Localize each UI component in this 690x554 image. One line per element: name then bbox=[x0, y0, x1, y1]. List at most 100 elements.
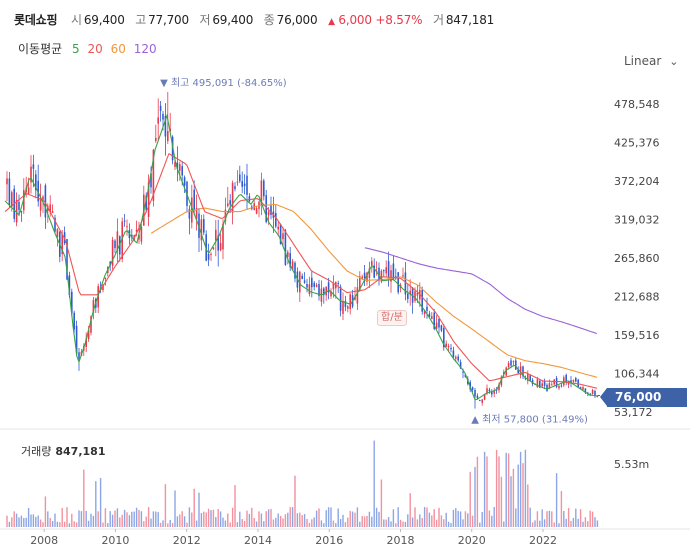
candle-body bbox=[6, 178, 8, 184]
candle-body bbox=[126, 226, 128, 227]
candle-body bbox=[203, 219, 205, 233]
volume-bar bbox=[498, 456, 499, 527]
candle-body bbox=[457, 357, 459, 361]
volume-bar bbox=[582, 522, 583, 527]
candle-body bbox=[275, 213, 277, 227]
volume-bar bbox=[383, 519, 384, 527]
candle-body bbox=[181, 166, 183, 175]
volume-bar bbox=[347, 518, 348, 527]
volume-bar bbox=[273, 520, 274, 527]
candle-body bbox=[385, 267, 387, 273]
volume-bar bbox=[54, 514, 55, 527]
volume-bar bbox=[191, 512, 192, 527]
candle-body bbox=[179, 164, 181, 171]
candle-body bbox=[268, 212, 270, 215]
candle-body bbox=[208, 254, 210, 260]
volume-bar bbox=[162, 520, 163, 527]
volume-bar bbox=[93, 516, 94, 527]
volume-bar bbox=[587, 521, 588, 527]
volume-bar bbox=[402, 522, 403, 527]
candles bbox=[6, 92, 598, 409]
volume-bar bbox=[174, 490, 175, 527]
volume-bar bbox=[486, 456, 487, 527]
candle-body bbox=[239, 174, 241, 181]
volume-bar bbox=[393, 509, 394, 527]
volume-bar bbox=[323, 523, 324, 527]
volume-bar bbox=[203, 512, 204, 527]
volume-bar bbox=[299, 513, 300, 527]
candle-body bbox=[453, 350, 455, 357]
y-axis-ticks: 478,548425,376372,204319,032265,860212,6… bbox=[614, 98, 660, 419]
candle-body bbox=[16, 200, 18, 223]
volume-bar bbox=[455, 508, 456, 527]
candle-body bbox=[237, 182, 239, 183]
x-tick-label: 2020 bbox=[458, 534, 486, 547]
volume-bar bbox=[321, 520, 322, 527]
candle-body bbox=[227, 204, 229, 207]
volume-bar bbox=[395, 523, 396, 527]
volume-bar bbox=[213, 510, 214, 527]
y-tick-label: 106,344 bbox=[614, 368, 660, 381]
candle-body bbox=[448, 346, 450, 347]
volume-bar bbox=[453, 510, 454, 527]
volume-bar bbox=[6, 516, 7, 527]
volume-bar bbox=[532, 522, 533, 527]
volume-bar bbox=[314, 517, 315, 527]
volume-bar bbox=[510, 476, 511, 527]
volume-bar bbox=[482, 512, 483, 527]
stock-chart[interactable]: ▼ 최고 495,091 (-84.65%)▲ 최저 57,800 (31.49… bbox=[0, 0, 690, 554]
ma-20-line bbox=[5, 154, 597, 389]
volume-bar bbox=[405, 522, 406, 527]
candle-body bbox=[304, 280, 306, 282]
volume-bar bbox=[556, 473, 557, 527]
volume-bar bbox=[549, 511, 550, 527]
volume-bar bbox=[369, 512, 370, 527]
volume-bar bbox=[448, 522, 449, 527]
volume-bar bbox=[134, 512, 135, 527]
candle-body bbox=[277, 227, 279, 230]
candle-body bbox=[513, 361, 515, 362]
x-axis-ticks: 2008 2010 2012 2014 2016 2018 2020 2022 bbox=[30, 529, 557, 547]
volume-bar bbox=[194, 489, 195, 527]
volume-bar bbox=[326, 510, 327, 527]
volume-bar bbox=[520, 452, 521, 527]
volume-bar bbox=[254, 518, 255, 527]
volume-bar bbox=[316, 511, 317, 527]
candle-body bbox=[213, 248, 215, 249]
volume-panel-title: 거래량 847,181 bbox=[21, 443, 105, 459]
candle-body bbox=[28, 188, 30, 194]
candle-body bbox=[340, 287, 342, 311]
candle-body bbox=[114, 241, 116, 248]
candle-body bbox=[594, 391, 596, 396]
volume-bar bbox=[479, 523, 480, 527]
candle-body bbox=[529, 375, 531, 380]
volume-bar bbox=[47, 511, 48, 527]
volume-bar bbox=[515, 508, 516, 527]
volume-bar bbox=[35, 517, 36, 527]
candle-body bbox=[441, 325, 443, 330]
volume-bar bbox=[376, 508, 377, 527]
volume-bar bbox=[424, 507, 425, 527]
volume-bar bbox=[78, 510, 79, 527]
volume-bar bbox=[573, 518, 574, 527]
volume-bar bbox=[189, 507, 190, 527]
candle-body bbox=[124, 221, 126, 222]
moving-average-lines bbox=[5, 116, 597, 400]
volume-bar bbox=[95, 481, 96, 527]
volume-bar bbox=[518, 465, 519, 527]
volume-bar bbox=[45, 496, 46, 527]
volume-bar bbox=[285, 514, 286, 527]
volume-bar bbox=[386, 520, 387, 527]
candle-body bbox=[546, 385, 548, 391]
volume-bar bbox=[534, 520, 535, 527]
volume-bar bbox=[350, 511, 351, 527]
volume-bar bbox=[170, 520, 171, 527]
candle-body bbox=[481, 400, 483, 403]
volume-bar bbox=[566, 519, 567, 527]
corporate-event-badge[interactable]: 합/분 bbox=[377, 310, 407, 326]
x-tick-label: 2018 bbox=[386, 534, 414, 547]
volume-bar bbox=[290, 507, 291, 527]
volume-bar bbox=[366, 516, 367, 527]
candle-body bbox=[141, 227, 143, 241]
volume-bar bbox=[249, 514, 250, 527]
